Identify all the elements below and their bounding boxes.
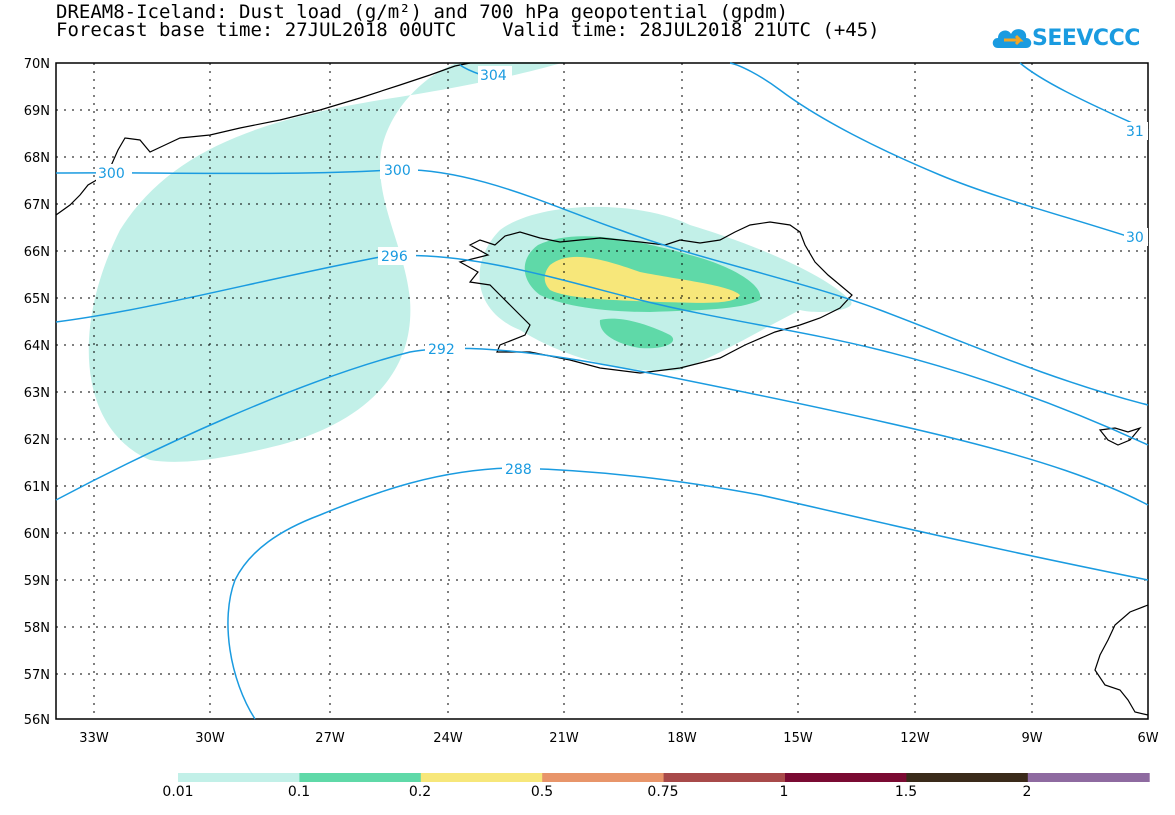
colorbar-swatch	[542, 773, 665, 782]
longitude-labels: 33W 30W 27W 24W 21W 18W 15W 12W 9W 6W	[79, 731, 1158, 746]
colorbar-label: 1.5	[894, 784, 918, 800]
lat-label: 68N	[24, 151, 50, 166]
lat-label: 65N	[24, 292, 50, 307]
colorbar-label: 0.1	[287, 784, 311, 800]
contour-label-30: 30	[1126, 230, 1144, 246]
lat-label: 57N	[24, 668, 50, 683]
lon-label: 33W	[79, 731, 109, 746]
lon-label: 18W	[667, 731, 697, 746]
lat-label: 62N	[24, 433, 50, 448]
lat-label: 59N	[24, 574, 50, 589]
lat-label: 67N	[24, 198, 50, 213]
contour-label-292: 292	[428, 342, 455, 358]
lon-label: 30W	[195, 731, 225, 746]
colorbar-swatch	[663, 773, 786, 782]
lat-label: 66N	[24, 245, 50, 260]
colorbar-swatch	[906, 773, 1029, 782]
dust-area-mid	[544, 256, 740, 303]
map-title: DREAM8-Iceland: Dust load (g/m²) and 700…	[56, 1, 789, 23]
graticule	[56, 63, 1148, 719]
lat-label: 64N	[24, 339, 50, 354]
colorbar	[178, 773, 1150, 782]
colorbar-swatch	[420, 773, 543, 782]
dust-area-lowest	[88, 62, 565, 462]
colorbar-swatch	[178, 773, 300, 782]
contour-296	[55, 254, 1149, 446]
colorbar-label: 0.01	[162, 784, 194, 800]
lon-label: 15W	[783, 731, 813, 746]
geopotential-contours	[55, 62, 1149, 720]
contour-label-296: 296	[381, 249, 408, 265]
contour-288	[227, 467, 1149, 720]
scotland-coast	[1094, 604, 1149, 716]
lat-label: 60N	[24, 527, 50, 542]
colorbar-swatch	[299, 773, 422, 782]
lat-label: 70N	[24, 57, 50, 72]
lon-label: 24W	[433, 731, 463, 746]
contour-label-31: 31	[1126, 124, 1144, 140]
lat-label: 61N	[24, 480, 50, 495]
lat-label: 69N	[24, 104, 50, 119]
dust-area-low-south	[599, 318, 674, 349]
lon-label: 12W	[900, 731, 930, 746]
map-subtitle: Forecast base time: 27JUL2018 00UTC Vali…	[56, 19, 880, 41]
contour-labels: 304 300 300 296 292 288 31 30	[98, 68, 1144, 478]
coastlines	[55, 62, 1149, 716]
lon-label: 9W	[1021, 731, 1042, 746]
iceland-coast	[458, 221, 853, 374]
lat-label: 58N	[24, 621, 50, 636]
colorbar-label: 0.5	[530, 784, 554, 800]
dust-shading	[88, 62, 852, 462]
colorbar-label: 0.2	[408, 784, 432, 800]
contour-label-288: 288	[505, 462, 532, 478]
contour-label-backgrounds	[96, 66, 1148, 478]
lat-label: 63N	[24, 386, 50, 401]
logo-text: SEEVCCC	[1032, 26, 1140, 51]
contour-300-west	[55, 168, 1149, 406]
lon-label: 6W	[1137, 731, 1158, 746]
faroe-coast	[1098, 426, 1142, 446]
lon-label: 27W	[315, 731, 345, 746]
latitude-labels: 70N 69N 68N 67N 66N 65N 64N 63N 62N 61N …	[24, 57, 50, 728]
seevccc-logo: SEEVCCC	[990, 20, 1140, 60]
contour-label-300-west: 300	[98, 166, 125, 182]
colorbar-swatch	[1027, 773, 1150, 782]
greenland-coast	[55, 62, 471, 216]
cloud-logo-icon	[992, 29, 1032, 48]
lon-label: 21W	[549, 731, 579, 746]
lat-label: 56N	[24, 713, 50, 728]
colorbar-label: 2	[1022, 784, 1032, 800]
contour-310	[1019, 62, 1149, 131]
colorbar-label: 0.75	[647, 784, 679, 800]
contour-label-300-mid: 300	[384, 163, 411, 179]
map-frame	[55, 62, 1149, 720]
contour-292	[55, 347, 1149, 506]
contour-300-east	[729, 62, 1149, 244]
colorbar-label: 1	[779, 784, 789, 800]
contour-label-304: 304	[480, 68, 507, 84]
colorbar-swatch	[785, 773, 907, 782]
